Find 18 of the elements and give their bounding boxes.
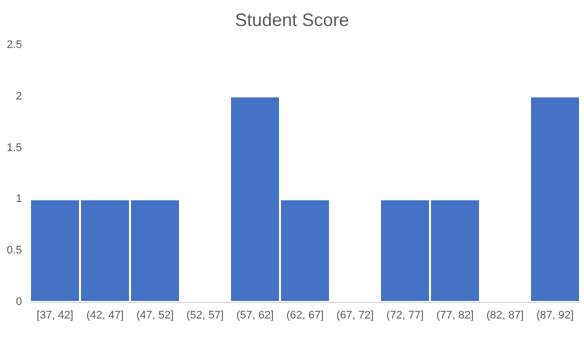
y-tick-label: 2.5 [6,39,22,51]
x-tick-label: (42, 47] [86,310,124,322]
y-tick-label: 2 [16,90,22,102]
y-tick-label: 1.5 [6,142,22,154]
x-tick-label: [37, 42] [36,310,74,322]
y-tick-label: 1 [16,193,22,206]
x-tick-label: (62, 67] [286,310,324,322]
x-tick-label: (82, 87] [486,310,524,322]
y-tick-label: 0.5 [6,244,22,257]
x-tick-label: (67, 72] [336,310,374,322]
chart-title: Student Score [234,10,350,30]
x-tick-label: (47, 52] [136,310,174,322]
x-tick-label: (72, 77] [386,310,424,322]
x-tick-label: (77, 82] [436,310,474,322]
x-tick-label: (52, 57] [186,310,224,322]
x-tick-label: (87, 92] [536,310,574,322]
x-tick-label: (57, 62] [236,310,274,322]
y-tick-label: 0 [16,296,22,308]
